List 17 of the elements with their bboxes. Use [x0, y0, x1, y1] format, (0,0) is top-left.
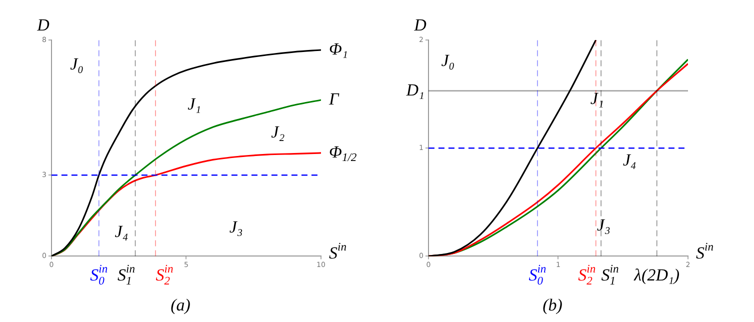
annotation: J₄ — [622, 150, 636, 170]
annotation: J₂ — [271, 122, 285, 142]
annotation: J₃ — [596, 215, 610, 234]
annotation: J₀ — [441, 51, 455, 70]
annotation: J₁ — [188, 94, 202, 114]
annotation: J₁ — [590, 88, 604, 108]
text: (b) — [542, 295, 563, 314]
text: (a) — [170, 295, 191, 314]
series-label: Φ₁ — [329, 39, 348, 58]
series-label: Γ — [328, 89, 340, 108]
ref-line-label: λ(2D₁) — [633, 266, 680, 285]
annotation: J₀ — [70, 54, 84, 74]
annotation: J₃ — [229, 218, 243, 237]
y-axis-title: D — [36, 15, 50, 34]
ref-line-label: D₁ — [405, 80, 424, 100]
annotation: J₄ — [114, 222, 128, 241]
y-axis-title: D — [413, 15, 428, 34]
